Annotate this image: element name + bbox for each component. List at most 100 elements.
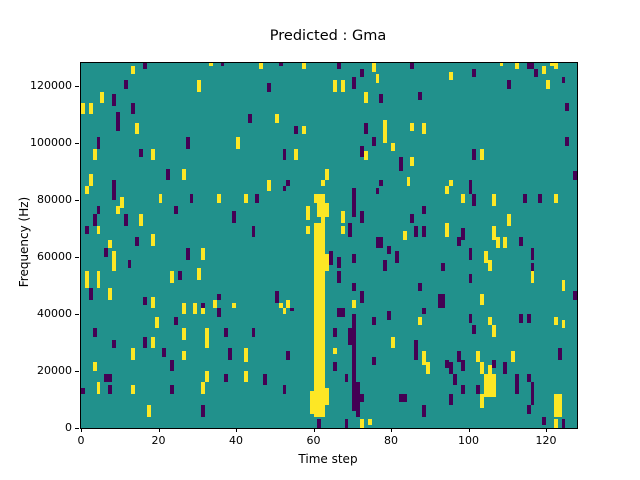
heatmap-cell bbox=[143, 296, 147, 306]
heatmap-cell bbox=[170, 385, 174, 394]
heatmap-cell bbox=[573, 291, 577, 300]
heatmap-cell bbox=[425, 362, 430, 374]
x-tick-mark bbox=[313, 428, 315, 432]
heatmap-cell bbox=[255, 194, 260, 203]
heatmap-cell bbox=[375, 236, 384, 249]
heatmap-cell bbox=[317, 419, 322, 428]
heatmap-cell bbox=[236, 137, 240, 149]
heatmap-cell bbox=[352, 77, 357, 89]
heatmap-cell bbox=[371, 137, 376, 146]
heatmap-cell bbox=[445, 222, 450, 237]
heatmap-cell bbox=[150, 336, 155, 349]
x-tick-mark bbox=[236, 428, 237, 432]
heatmap-plot-area bbox=[80, 62, 578, 429]
heatmap-cell bbox=[321, 179, 326, 186]
heatmap-cell bbox=[185, 248, 190, 260]
heatmap-cell bbox=[112, 179, 116, 186]
heatmap-cell bbox=[247, 114, 252, 123]
heatmap-cell bbox=[181, 302, 186, 309]
heatmap-cell bbox=[325, 388, 329, 406]
heatmap-cell bbox=[88, 174, 93, 186]
heatmap-cell bbox=[507, 214, 512, 226]
heatmap-cell bbox=[363, 91, 368, 103]
heatmap-cell bbox=[468, 313, 473, 323]
heatmap-cell bbox=[96, 271, 101, 289]
heatmap-cell bbox=[321, 194, 326, 223]
heatmap-cell bbox=[123, 80, 128, 89]
heatmap-cell bbox=[391, 336, 395, 349]
heatmap-cell bbox=[84, 271, 89, 289]
heatmap-cell bbox=[561, 319, 566, 329]
heatmap-cell bbox=[565, 137, 570, 146]
heatmap-cell bbox=[336, 63, 341, 69]
heatmap-cell bbox=[92, 214, 97, 226]
heatmap-cell bbox=[363, 122, 368, 135]
heatmap-cell bbox=[352, 299, 357, 309]
heatmap-cell bbox=[468, 248, 473, 260]
heatmap-cell bbox=[360, 211, 364, 223]
heatmap-cell bbox=[267, 185, 271, 192]
x-tick-mark bbox=[546, 428, 547, 432]
heatmap-cell bbox=[135, 122, 140, 135]
heatmap-cell bbox=[251, 225, 256, 237]
heatmap-cell bbox=[518, 236, 523, 246]
heatmap-cell bbox=[375, 188, 380, 195]
heatmap-cell bbox=[503, 362, 508, 374]
heatmap-cell bbox=[352, 254, 357, 263]
heatmap-cell bbox=[332, 348, 337, 354]
heatmap-cell bbox=[542, 416, 546, 426]
heatmap-cell bbox=[146, 405, 151, 417]
heatmap-cell bbox=[294, 148, 298, 160]
heatmap-cell bbox=[181, 308, 186, 314]
heatmap-cell bbox=[402, 393, 407, 403]
heatmap-cell bbox=[472, 68, 477, 78]
heatmap-cell bbox=[561, 77, 566, 83]
heatmap-cell bbox=[468, 185, 473, 195]
heatmap-cell bbox=[491, 194, 496, 206]
heatmap-cell bbox=[371, 316, 376, 326]
heatmap-cell bbox=[100, 91, 105, 103]
heatmap-cell bbox=[495, 236, 500, 249]
heatmap-cell bbox=[530, 271, 535, 283]
heatmap-cell bbox=[379, 179, 384, 186]
heatmap-cell bbox=[197, 80, 202, 92]
heatmap-cell bbox=[336, 271, 341, 283]
heatmap-cell bbox=[201, 405, 205, 417]
heatmap-cell bbox=[150, 148, 155, 160]
heatmap-cell bbox=[487, 259, 492, 272]
heatmap-cell bbox=[379, 94, 384, 103]
heatmap-cell bbox=[526, 373, 531, 383]
heatmap-cell bbox=[348, 328, 353, 346]
x-tick-label: 0 bbox=[77, 434, 85, 447]
heatmap-cell bbox=[81, 388, 85, 394]
heatmap-cell bbox=[503, 236, 508, 249]
heatmap-cell bbox=[135, 236, 140, 246]
heatmap-cell bbox=[181, 168, 186, 180]
heatmap-cell bbox=[92, 328, 97, 337]
y-tick-label: 80000 bbox=[37, 192, 72, 206]
x-axis-label: Time step bbox=[298, 452, 358, 466]
heatmap-cell bbox=[174, 205, 178, 215]
heatmap-cell bbox=[499, 63, 504, 66]
heatmap-cell bbox=[414, 339, 419, 360]
heatmap-cell bbox=[332, 362, 337, 371]
heatmap-cell bbox=[115, 205, 120, 215]
y-tick-label: 100000 bbox=[30, 135, 72, 149]
heatmap-cell bbox=[445, 185, 450, 195]
heatmap-cell bbox=[317, 194, 322, 217]
heatmap-cell bbox=[356, 382, 360, 417]
heatmap-cell bbox=[561, 419, 566, 428]
heatmap-cell bbox=[216, 294, 221, 300]
x-tick-label: 80 bbox=[384, 434, 398, 447]
x-tick-mark bbox=[391, 428, 392, 432]
heatmap-cell bbox=[216, 308, 221, 317]
heatmap-cell bbox=[422, 122, 426, 135]
heatmap-cell bbox=[352, 282, 357, 292]
heatmap-cell bbox=[166, 168, 171, 180]
heatmap-cell bbox=[542, 65, 546, 75]
heatmap-cell bbox=[325, 202, 329, 217]
heatmap-cell bbox=[112, 185, 116, 200]
heatmap-cell bbox=[96, 382, 101, 394]
heatmap-cell bbox=[460, 194, 465, 203]
heatmap-cell bbox=[557, 348, 562, 360]
